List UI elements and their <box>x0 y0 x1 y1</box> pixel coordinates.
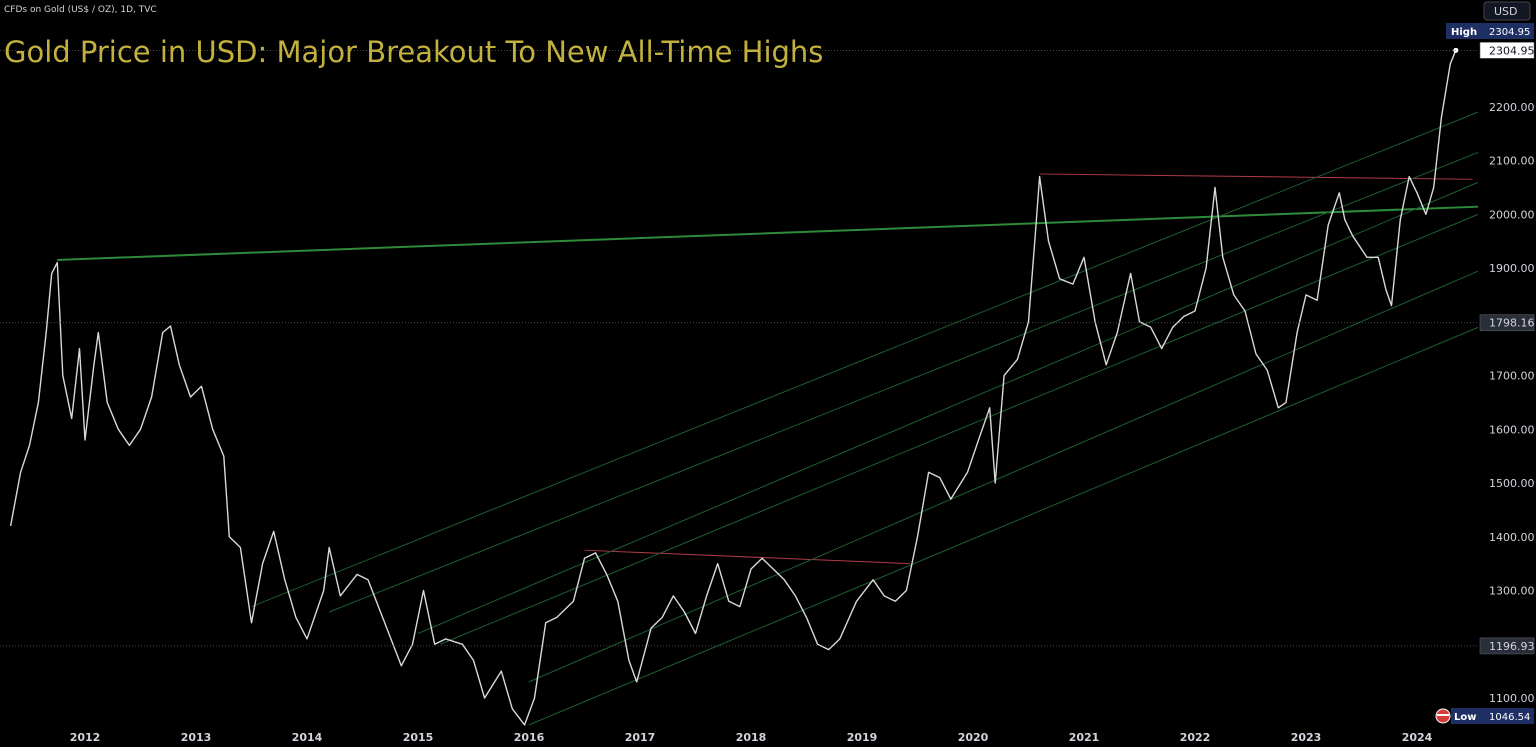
currency-label[interactable]: USD <box>1494 5 1518 18</box>
y-tick-label: 1600.00 <box>1489 423 1535 436</box>
marked-level-box <box>1479 314 1535 332</box>
x-tick-label: 2016 <box>514 731 545 744</box>
trendline-2[interactable] <box>1039 173 1473 180</box>
trendline-5[interactable] <box>329 146 1492 613</box>
x-tick-label: 2012 <box>70 731 101 744</box>
y-tick-label: 2100.00 <box>1489 155 1535 168</box>
high-tag-value: 2304.95 <box>1489 27 1530 38</box>
y-tick-label: 2000.00 <box>1489 208 1535 221</box>
y-tick-label: 1300.00 <box>1489 585 1535 598</box>
currency-button-box[interactable] <box>1483 1 1531 21</box>
chart-title: Gold Price in USD: Major Breakout To New… <box>4 35 823 69</box>
trendline-9[interactable] <box>528 321 1492 726</box>
marked-level-label: 1196.93 <box>1479 637 1535 655</box>
marked-level-value: 2304.95 <box>1489 44 1535 57</box>
high-tag-value-box <box>1480 23 1534 39</box>
low-tag: Low 1046.54 <box>1435 708 1534 724</box>
levels-layer <box>0 49 1478 647</box>
low-tag-label: Low <box>1454 712 1476 723</box>
trendline-8[interactable] <box>528 264 1492 683</box>
series-layer <box>9 47 1459 726</box>
x-tick-label: 2014 <box>292 731 323 744</box>
currency-button[interactable]: USD <box>1483 1 1531 21</box>
price-axis-background <box>1478 0 1536 747</box>
y-tick-label: 1100.00 <box>1489 692 1535 705</box>
trendline-4[interactable] <box>251 106 1492 608</box>
axis-layer: 1100.00 1300.00 1400.00 1500.00 1600.00 1700.… <box>70 0 1536 747</box>
trendlines-layer <box>57 106 1492 726</box>
x-tick-label: 2013 <box>181 731 212 744</box>
high-tag: High 2304.95 <box>1446 23 1534 39</box>
x-tick-label: 2024 <box>1402 731 1433 744</box>
y-tick-label: 2200.00 <box>1489 101 1535 114</box>
x-tick-label: 2019 <box>847 731 878 744</box>
symbol-info: CFDs on Gold (US$ / OZ), 1D, TVC <box>4 5 157 15</box>
high-tag-label-box <box>1446 23 1480 39</box>
trendline-1[interactable] <box>57 205 1492 261</box>
y-tick-label: 1900.00 <box>1489 262 1535 275</box>
trendline-3[interactable] <box>584 549 910 565</box>
x-tick-label: 2023 <box>1291 731 1322 744</box>
x-tick-label: 2020 <box>958 731 989 744</box>
x-tick-label: 2021 <box>1069 731 1100 744</box>
marked-level-value: 1798.16 <box>1489 317 1535 330</box>
y-tick-label: 1700.00 <box>1489 370 1535 383</box>
x-tick-label: 2017 <box>625 731 656 744</box>
trendline-7[interactable] <box>440 208 1492 645</box>
y-tick-label: 1400.00 <box>1489 531 1535 544</box>
marked-level-box <box>1479 637 1535 655</box>
low-tag-label-box <box>1451 708 1480 724</box>
x-tick-label: 2018 <box>736 731 767 744</box>
marked-level-box <box>1479 42 1535 59</box>
x-tick-label: 2022 <box>1180 731 1211 744</box>
marked-level-label: 1798.16 <box>1479 314 1535 332</box>
marked-level-value: 1196.93 <box>1489 640 1535 653</box>
us-flag-stripe <box>1437 714 1449 716</box>
price-series-line[interactable] <box>9 50 1457 726</box>
x-tick-label: 2015 <box>403 731 434 744</box>
high-tag-label: High <box>1451 27 1477 38</box>
trendline-6[interactable] <box>417 176 1492 634</box>
low-tag-value: 1046.54 <box>1489 712 1530 723</box>
y-tick-label: 1500.00 <box>1489 477 1535 490</box>
marked-level-label: 2304.95 <box>1479 42 1535 59</box>
low-tag-value-box <box>1480 708 1534 724</box>
